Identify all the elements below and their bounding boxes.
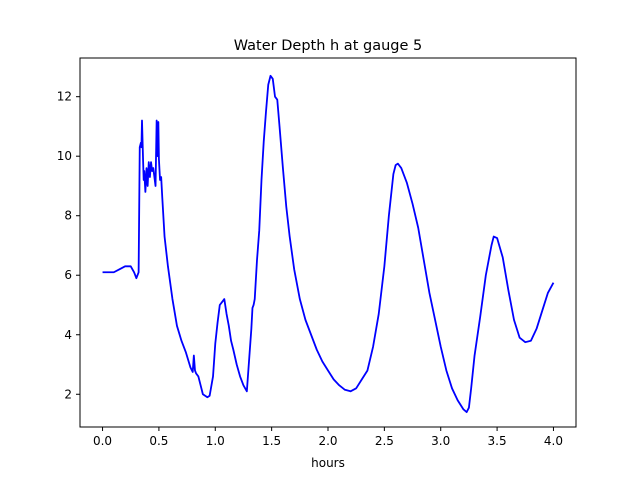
- y-tick-label: 10: [57, 149, 72, 163]
- chart-title: Water Depth h at gauge 5: [234, 38, 422, 54]
- y-tick-label: 4: [64, 328, 72, 342]
- x-tick-label: 4.0: [544, 434, 563, 448]
- x-tick-label: 2.5: [375, 434, 394, 448]
- x-tick-label: 0.0: [93, 434, 112, 448]
- x-tick-label: 3.5: [488, 434, 507, 448]
- x-tick-label: 1.0: [206, 434, 225, 448]
- x-axis-label: hours: [311, 456, 345, 470]
- y-tick-label: 6: [64, 268, 72, 282]
- x-tick-label: 3.0: [431, 434, 450, 448]
- series-line-0: [102, 74, 555, 414]
- y-tick-label: 8: [64, 209, 72, 223]
- y-tick-label: 12: [57, 90, 72, 104]
- x-tick-label: 0.5: [149, 434, 168, 448]
- x-tick-label: 1.5: [262, 434, 281, 448]
- y-tick-label: 2: [64, 387, 72, 401]
- x-tick-label: 2.0: [318, 434, 337, 448]
- plot-area: 0.0 0.5 1.0 1.5 2.0 2.5 3.0 3.5 4.0 2 4 6 8 10 12: [57, 57, 577, 448]
